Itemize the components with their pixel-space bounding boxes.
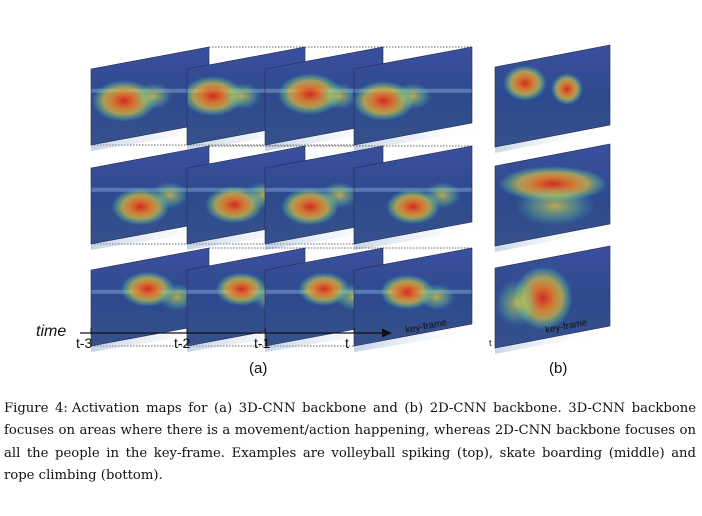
activation-frame-2d [494, 143, 611, 252]
frame-border [494, 245, 611, 349]
time-tick-label: t [345, 335, 349, 351]
activation-warm-region [515, 186, 595, 226]
frame-border [353, 247, 473, 347]
activation-frame [353, 145, 488, 250]
frame-row [90, 245, 611, 354]
activation-hotspot [187, 75, 245, 117]
activation-warm-region [223, 82, 262, 110]
activation-warm-region [320, 181, 359, 209]
frame-stack [90, 44, 611, 354]
frame-border [494, 44, 611, 148]
frame-border [494, 143, 611, 247]
activation-warm-region [495, 279, 539, 327]
panel-label-b: (b) [549, 360, 567, 377]
activation-frame-2d [494, 245, 611, 354]
activation-warm-region [394, 82, 432, 110]
frame-row [90, 44, 611, 153]
activation-warm-region [134, 82, 173, 110]
activation-hotspot [551, 73, 583, 105]
activation-frame [186, 46, 321, 151]
panel-label-a: (a) [249, 360, 267, 377]
activation-warm-region [158, 283, 197, 311]
time-tick-label: t-1 [254, 335, 271, 351]
frame-row [90, 143, 611, 252]
frame-border [353, 145, 473, 245]
activation-warm-region [423, 181, 462, 209]
time-tick-label: t-2 [174, 335, 191, 351]
activation-warm-region [320, 82, 359, 110]
time-axis-label: time [36, 323, 66, 340]
caption-text: Activation maps for (a) 3D-CNN backbone … [4, 401, 697, 484]
time-tick-label: t-3 [76, 335, 93, 351]
time-ticks: t-3 t-2 t-1 t [76, 328, 355, 351]
caption-label: Figure 4: [4, 401, 68, 416]
activation-frame-2d [494, 44, 611, 153]
figure-caption: Figure 4: Activation maps for (a) 3D-CNN … [4, 398, 696, 488]
panel-b-time: t [489, 338, 492, 348]
activation-warm-region [151, 181, 189, 209]
frame-border [353, 46, 473, 146]
activation-map-figure: time t-3 t-2 t-1 t key-frame key-frame t (a… [36, 44, 611, 377]
activation-hotspot [503, 65, 547, 101]
time-axis-arrowhead [382, 328, 392, 338]
activation-warm-region [417, 283, 456, 311]
